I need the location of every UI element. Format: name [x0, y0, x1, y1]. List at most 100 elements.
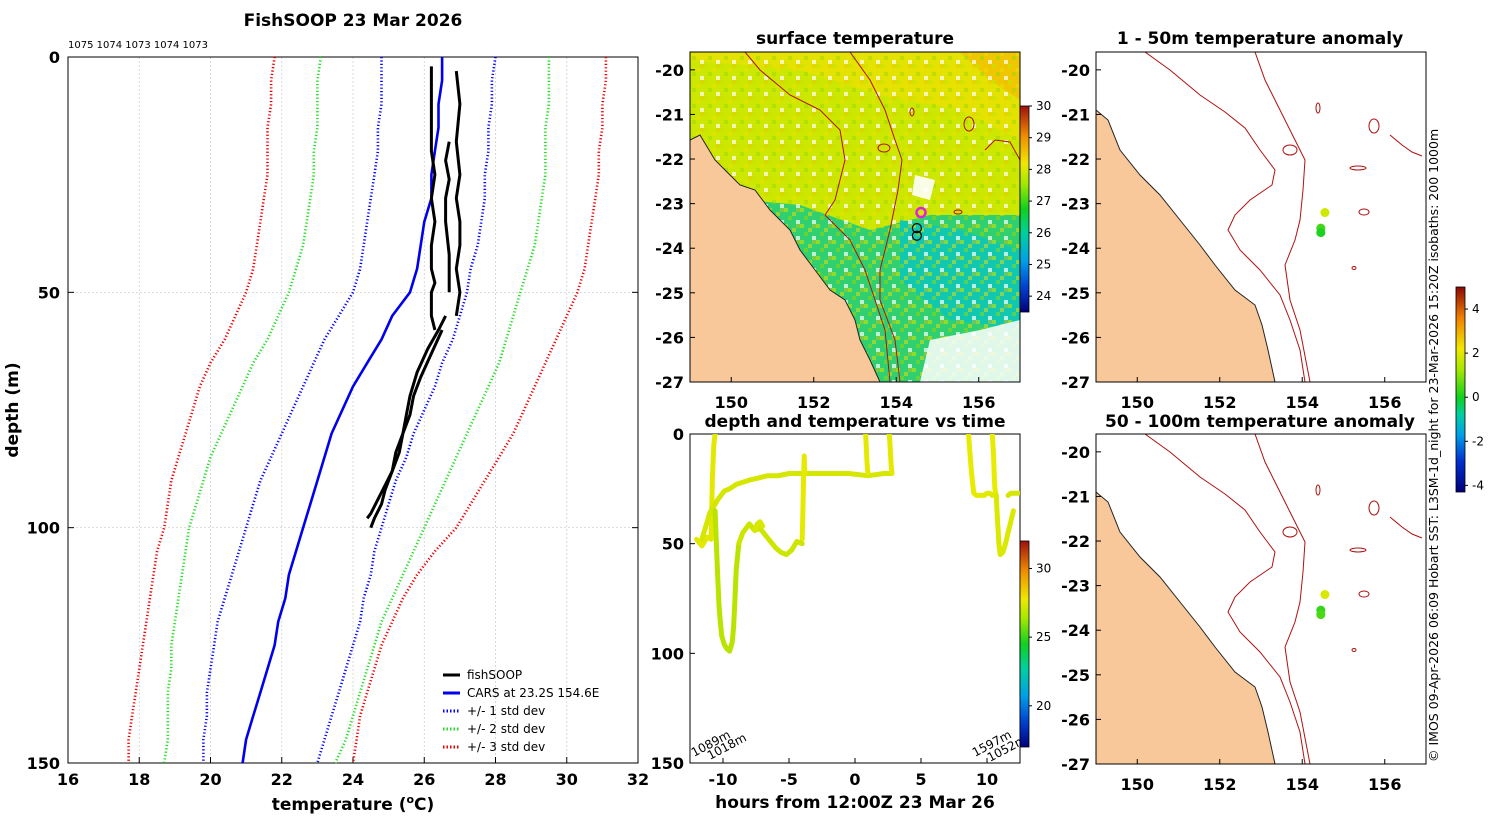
x-tick-label: 18 — [128, 770, 150, 789]
depth-time-track-9 — [973, 490, 998, 498]
anomaly-map-2-panel: 50 - 100m temperature anomaly 150 152 154 1… — [1061, 412, 1427, 794]
time-tracks — [694, 434, 1020, 654]
depth-time-track-11 — [993, 492, 1016, 558]
legend-item-cars: CARS at 23.2S 154.6E — [443, 686, 599, 700]
lat-tick-label: -27 — [655, 373, 684, 392]
sst-map-content — [690, 52, 1020, 382]
time-xlabel: hours from 12:00Z 23 Mar 26 — [715, 793, 995, 813]
y-tick-label: 100 — [27, 519, 60, 538]
x-tick-label: 5 — [915, 770, 926, 789]
profile-legend: fishSOOP CARS at 23.2S 154.6E +/- 1 std … — [443, 668, 599, 754]
profile-title: FishSOOP 23 Mar 2026 — [244, 11, 463, 31]
anomaly-point — [1316, 610, 1326, 620]
profile-xlabel-sup: o — [406, 793, 414, 806]
std2-high-line — [334, 57, 551, 764]
depth-time-track-2 — [863, 434, 871, 476]
legend-item-std1: +/- 1 std dev — [443, 704, 545, 718]
profile-ylabel: depth (m) — [3, 362, 23, 457]
colorbar-tick-label: 27 — [1036, 194, 1051, 208]
profile-panel: FishSOOP 23 Mar 2026 1075 1074 1073 1074… — [3, 11, 649, 815]
x-tick-label: 32 — [627, 770, 649, 789]
lat-tick-label: -24 — [655, 239, 684, 258]
x-tick-label: 10 — [976, 770, 998, 789]
lon-tick-label: 152 — [1203, 775, 1236, 794]
legend-label: +/- 2 std dev — [467, 722, 545, 736]
std3-high-line — [351, 57, 608, 764]
x-tick-label: 16 — [57, 770, 79, 789]
time-colorbar — [1019, 540, 1030, 748]
anomaly-map-2-content — [1096, 434, 1426, 764]
anomaly-map-1-ticks: 150 152 154 156 -20 -21 -22 -23 -24 -25 -26 -27 — [1061, 61, 1401, 412]
time-panel: depth and temperature vs time -10 -5 0 5 100… — [651, 412, 1052, 813]
anomaly-map-1-points — [1316, 208, 1330, 238]
fishsoop-profile-2 — [444, 141, 451, 293]
lat-tick-label: -25 — [1061, 666, 1090, 685]
lon-tick-label: 154 — [1286, 393, 1319, 412]
colorbar-tick-label: 29 — [1036, 131, 1051, 145]
seamount-isobath — [1315, 484, 1321, 496]
isobath-1000m — [1254, 52, 1311, 382]
colorbar-tick-label: 20 — [1036, 699, 1051, 713]
lat-tick-label: -22 — [1061, 532, 1090, 551]
colorbar-tick-label: 0 — [1472, 390, 1480, 404]
y-tick-label: 0 — [673, 425, 684, 444]
depth-time-track-8 — [966, 434, 979, 498]
lat-tick-label: -23 — [1061, 577, 1090, 596]
y-tick-label: 50 — [38, 283, 60, 302]
depth-time-track-7 — [752, 519, 766, 533]
sst-map-ticks: 150 152 154 156 -20 -21 -22 -23 -24 -25 -26 -27 — [655, 61, 995, 412]
lon-tick-label: 156 — [1368, 393, 1401, 412]
seamount-isobath — [1315, 102, 1321, 114]
legend-item-fishsoop: fishSOOP — [443, 668, 522, 682]
seamount-isobath — [963, 116, 975, 132]
lat-tick-label: -26 — [1061, 328, 1090, 347]
lat-tick-label: -25 — [1061, 284, 1090, 303]
anomaly-map-1-panel: 1 - 50m temperature anomaly 150 152 154 156… — [1061, 29, 1427, 412]
x-tick-label: 22 — [271, 770, 293, 789]
seamount-isobath — [909, 107, 915, 117]
y-tick-label: 150 — [27, 754, 60, 773]
sst-cloud-gap — [920, 320, 1020, 382]
lon-tick-label: 156 — [1368, 775, 1401, 794]
fishsoop-profile-4 — [369, 329, 444, 529]
seamount-isobath — [1389, 134, 1423, 157]
land-coastline — [690, 134, 881, 382]
depth-time-track-1 — [699, 471, 894, 542]
colorbar-tick-label: 26 — [1036, 226, 1051, 240]
x-tick-label: 30 — [556, 770, 578, 789]
profile-lines — [127, 56, 608, 764]
lat-tick-label: -23 — [655, 195, 684, 214]
seamount-isobath — [984, 139, 1020, 161]
lat-tick-label: -22 — [655, 150, 684, 169]
lon-tick-label: 150 — [715, 393, 748, 412]
anomaly-map-2-ticks: 150 152 154 156 -20 -21 -22 -23 -24 -25 -26 -27 — [1061, 443, 1401, 794]
isobath-200m — [1144, 52, 1306, 382]
colorbar-tick-label: 30 — [1036, 99, 1051, 113]
colorbar-tick-label: 24 — [1036, 289, 1051, 303]
x-tick-label: 0 — [849, 770, 860, 789]
anomaly-colorbar — [1455, 286, 1466, 493]
std3-low-line — [127, 56, 276, 763]
profile-xlabel-unit: C) — [414, 795, 434, 815]
colorbar-tick-label: 30 — [1036, 561, 1051, 575]
lat-tick-label: -26 — [655, 328, 684, 347]
lat-tick-label: -21 — [655, 105, 684, 124]
lat-tick-label: -21 — [1061, 487, 1090, 506]
y-tick-label: 0 — [49, 48, 60, 67]
depth-time-track-4 — [799, 453, 808, 542]
lat-tick-label: -27 — [1061, 755, 1090, 774]
lat-tick-label: -23 — [1061, 195, 1090, 214]
legend-label: +/- 1 std dev — [467, 704, 545, 718]
lon-tick-label: 152 — [1203, 393, 1236, 412]
fishsoop-profile-0 — [429, 66, 437, 331]
lat-tick-label: -20 — [1061, 443, 1090, 462]
track-position-marker — [911, 223, 922, 234]
std1-low-line — [202, 57, 383, 763]
std2-low-line — [162, 56, 323, 764]
lat-tick-label: -25 — [655, 284, 684, 303]
anomaly-map-1-content — [1096, 52, 1426, 382]
seamount-isobath — [1358, 590, 1370, 598]
seamount-isobath — [1282, 144, 1298, 156]
seamount-isobath — [1349, 547, 1367, 553]
